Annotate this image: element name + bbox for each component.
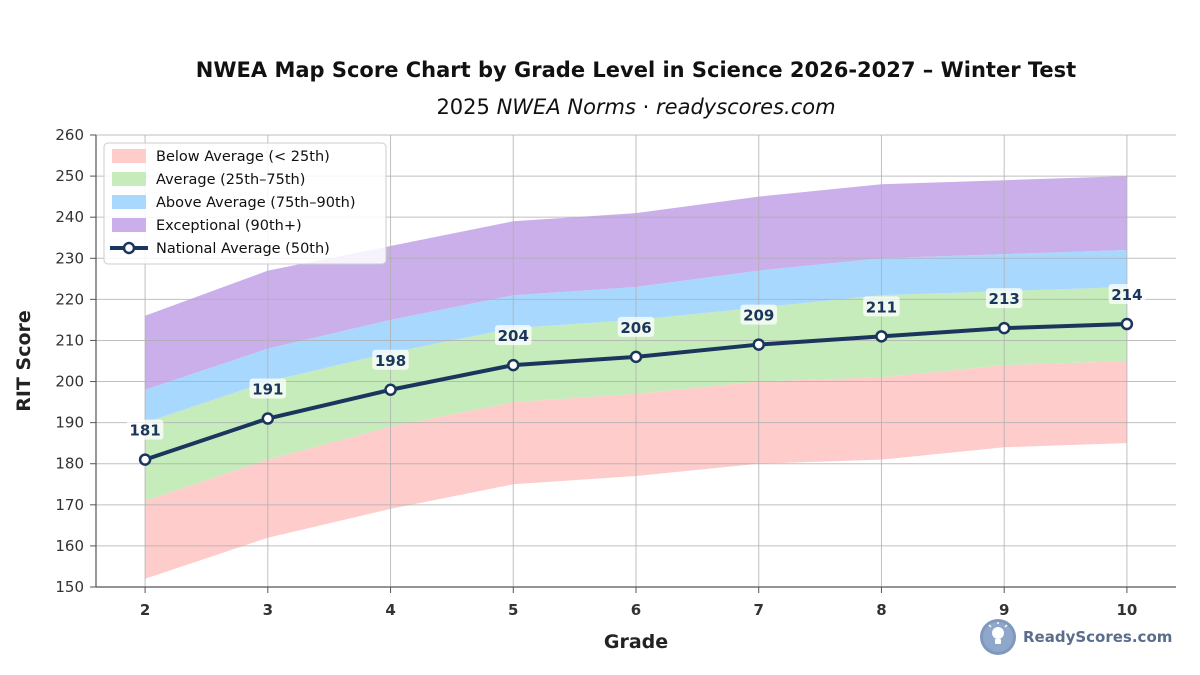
data-point xyxy=(875,330,888,343)
y-tick-label: 230 xyxy=(55,249,84,267)
legend-swatch xyxy=(112,218,146,232)
y-tick-label: 250 xyxy=(55,167,84,185)
y-tick-label: 240 xyxy=(55,208,84,226)
y-tick-label: 160 xyxy=(55,537,84,555)
data-label-bg xyxy=(495,325,532,346)
legend-swatch xyxy=(112,195,146,209)
data-label-bg xyxy=(617,316,655,337)
x-tick-label: 2 xyxy=(140,601,150,619)
x-axis-label: Grade xyxy=(604,631,668,653)
data-label: 214 xyxy=(1111,286,1142,304)
data-label-bg xyxy=(740,304,777,325)
y-tick-label: 200 xyxy=(55,373,84,391)
legend-entry: Average (25th–75th) xyxy=(156,172,305,188)
data-label: 198 xyxy=(375,352,406,370)
subtitle-site: readyscores.com xyxy=(656,95,836,119)
y-tick-label: 190 xyxy=(55,414,84,432)
y-tick-label: 210 xyxy=(55,331,84,349)
x-tick-label: 4 xyxy=(385,601,395,619)
data-label: 191 xyxy=(252,381,283,399)
legend-entry: Below Average (< 25th) xyxy=(156,149,330,165)
brand-logo: ReadyScores.com xyxy=(980,619,1172,655)
data-label: 181 xyxy=(129,422,160,440)
lightbulb-icon xyxy=(980,619,1016,655)
legend-entry: Exceptional (90th+) xyxy=(156,218,302,234)
y-tick-label: 150 xyxy=(55,578,84,596)
legend: Below Average (< 25th) Average (25th–75th… xyxy=(103,142,387,265)
data-point xyxy=(752,338,765,351)
y-tick-label: 170 xyxy=(55,496,84,514)
data-label-bg xyxy=(1108,284,1146,305)
data-label: 206 xyxy=(620,319,651,337)
data-label: 209 xyxy=(743,307,774,325)
chart-subtitle: 2025 NWEA Norms · readyscores.com xyxy=(436,95,835,119)
data-point xyxy=(384,383,397,397)
legend-box xyxy=(103,142,387,265)
x-tick-label: 9 xyxy=(999,601,1009,619)
data-label-bg xyxy=(985,288,1023,309)
data-point xyxy=(629,350,643,364)
subtitle-separator: · xyxy=(643,95,650,119)
legend-marker xyxy=(122,241,136,255)
subtitle-year: 2025 xyxy=(436,95,489,119)
data-label: 211 xyxy=(866,298,897,316)
y-axis-label: RIT Score xyxy=(13,310,35,412)
x-tick-label: 10 xyxy=(1116,601,1137,619)
legend-swatch xyxy=(112,149,146,163)
data-point xyxy=(138,453,152,466)
data-label-bg xyxy=(372,349,409,370)
data-point xyxy=(1120,317,1134,331)
legend-swatch xyxy=(112,172,146,186)
data-label-bg xyxy=(863,296,900,317)
x-tick-label: 3 xyxy=(263,601,273,619)
legend-entry: Above Average (75th–90th) xyxy=(156,195,355,211)
data-label-bg xyxy=(126,419,164,440)
chart-title: NWEA Map Score Chart by Grade Level in S… xyxy=(196,58,1076,82)
y-tick-label: 220 xyxy=(55,290,84,308)
data-label-bg xyxy=(249,378,287,399)
y-tick-label: 180 xyxy=(55,455,84,473)
data-label: 204 xyxy=(498,327,529,345)
x-tick-label: 8 xyxy=(876,601,886,619)
legend-entry: National Average (50th) xyxy=(156,241,330,257)
y-tick-label: 260 xyxy=(55,126,84,144)
x-tick-label: 7 xyxy=(754,601,764,619)
subtitle-norms: NWEA Norms xyxy=(497,95,636,119)
plot-area: 150 160 170 180 190 200 210 220 230 240 250 260 2 3 4 5… xyxy=(55,126,1176,619)
data-point xyxy=(261,412,275,425)
brand-name: ReadyScores.com xyxy=(1023,628,1172,646)
x-tick-label: 6 xyxy=(631,601,641,619)
data-point xyxy=(507,358,520,372)
data-label: 213 xyxy=(989,290,1020,308)
data-point xyxy=(997,321,1011,335)
x-tick-label: 5 xyxy=(508,601,518,619)
